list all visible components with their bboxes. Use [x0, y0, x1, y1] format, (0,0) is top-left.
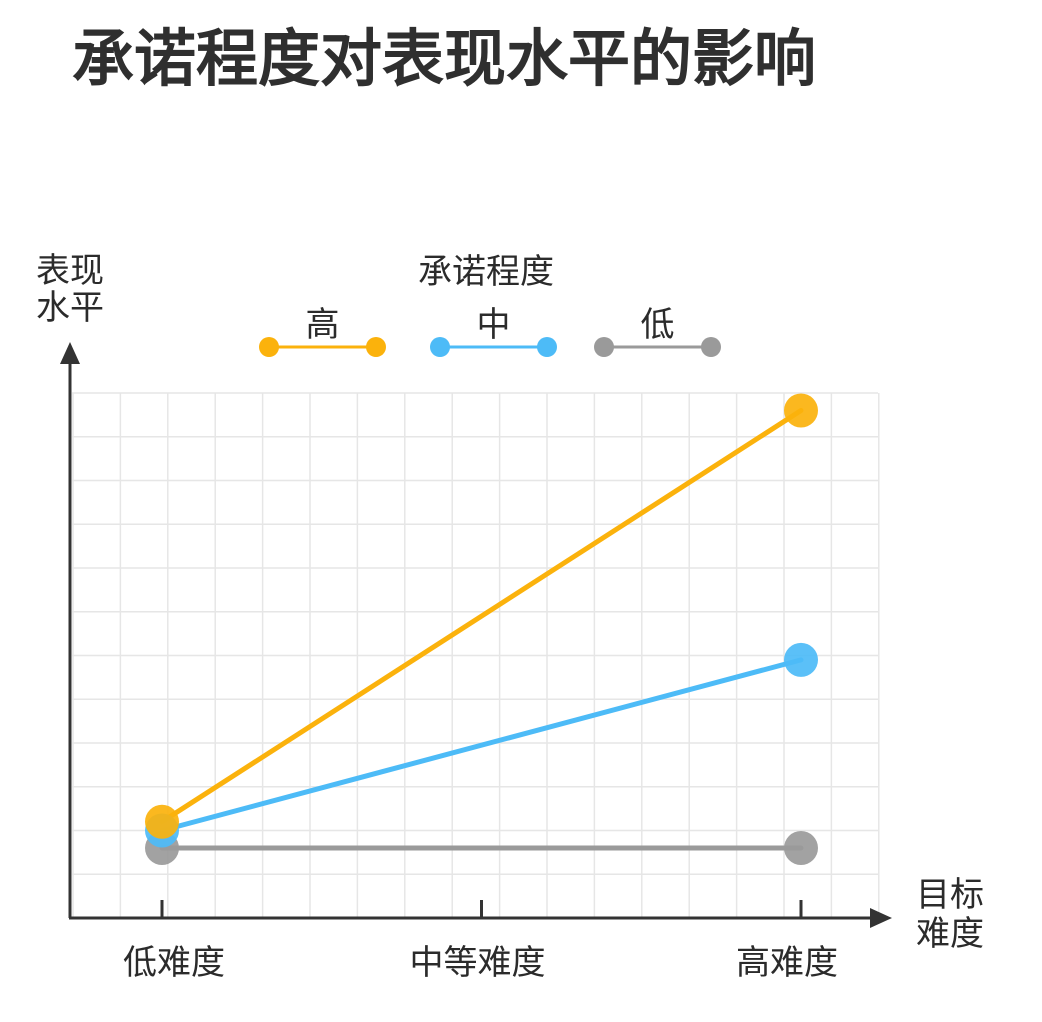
legend-marker: [366, 337, 386, 357]
data-point: [784, 642, 818, 677]
data-point: [145, 804, 179, 839]
legend-marker: [594, 337, 614, 357]
axes: [60, 342, 892, 928]
legend-label: 低: [641, 305, 675, 345]
legend-marker: [430, 337, 450, 357]
x-tick-label: 高难度: [736, 943, 838, 983]
y-axis-label-line-2: 水平: [36, 288, 104, 328]
legend-item: 低: [594, 305, 721, 357]
legend-item: 高: [259, 305, 386, 357]
x-axis-label-line-1: 目标: [916, 875, 984, 915]
y-axis-label-line-1: 表现: [36, 251, 104, 291]
y-axis-arrow-icon: [60, 342, 80, 364]
grid: [72, 392, 880, 919]
x-axis-label-line-2: 难度: [916, 914, 984, 954]
legend: 高中低: [259, 305, 721, 357]
data-point: [784, 393, 818, 428]
chart-title: 承诺程度对表现水平的影响: [72, 22, 816, 95]
series-line: [159, 408, 804, 825]
legend-label: 中: [477, 305, 511, 345]
legend-label: 高: [306, 305, 340, 345]
series-line: [159, 657, 804, 833]
legend-item: 中: [430, 305, 557, 357]
x-tick-label: 中等难度: [410, 943, 546, 983]
legend-marker: [537, 337, 557, 357]
series-group: [145, 393, 818, 865]
x-tick-label: 低难度: [123, 943, 225, 983]
legend-title: 承诺程度: [418, 252, 554, 292]
x-axis-arrow-icon: [870, 908, 892, 928]
data-point: [784, 831, 818, 865]
legend-marker: [259, 337, 279, 357]
legend-marker: [701, 337, 721, 357]
x-ticks: 低难度 中等难度 高难度: [123, 900, 838, 983]
